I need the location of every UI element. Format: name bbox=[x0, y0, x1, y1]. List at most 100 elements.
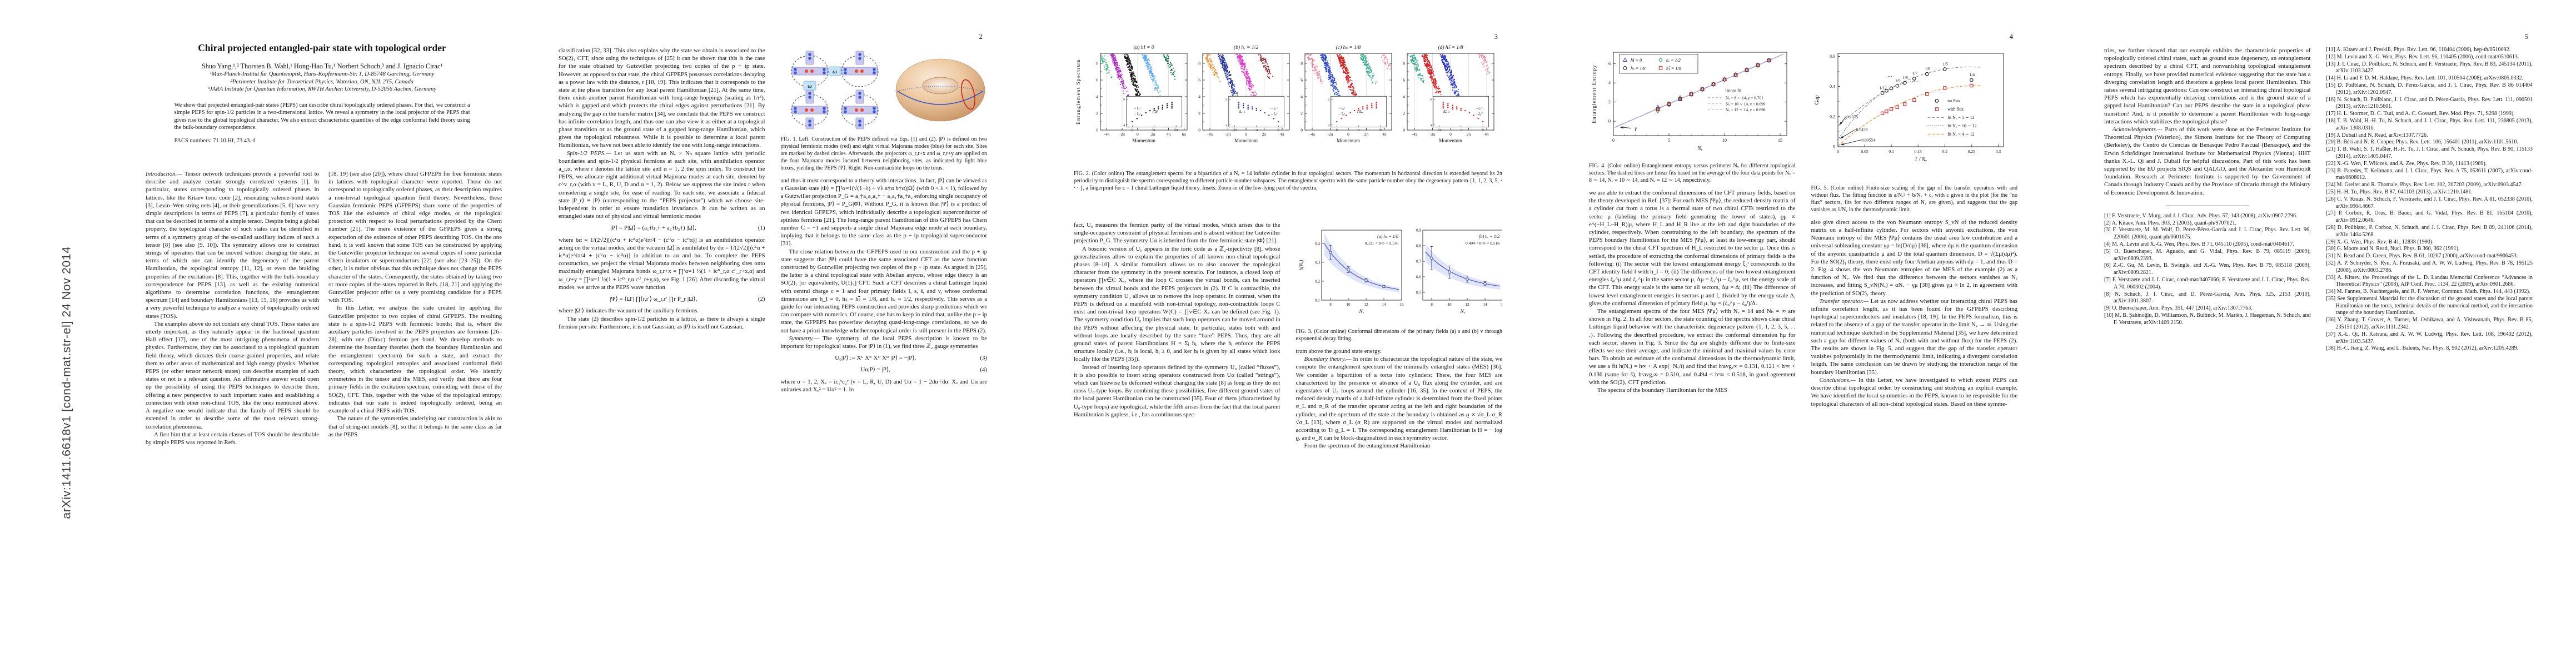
svg-text:4: 4 bbox=[1123, 123, 1125, 127]
svg-text:Nᵥ = 8 ∼ 14, γ = 0.701: Nᵥ = 8 ∼ 14, γ = 0.701 bbox=[1726, 96, 1763, 101]
section-lead: Introduction.— bbox=[146, 171, 182, 177]
reference-item: [38] H.-C. Jiang, Z. Wang, and L. Balent… bbox=[2326, 345, 2519, 352]
svg-text:12: 12 bbox=[1364, 302, 1368, 307]
equation-body: |Ψ⟩ = ⟨Ω′| ∏⟨r,r′⟩ ω_r,r′ ∏r P_r |Ω⟩, bbox=[610, 296, 697, 303]
svg-text:Nᵥ: Nᵥ bbox=[1459, 309, 1465, 315]
svg-text:Momentum: Momentum bbox=[1132, 138, 1155, 143]
svg-text:0: 0 bbox=[1132, 128, 1133, 132]
fig1-torus bbox=[895, 58, 985, 122]
paragraph: Instead of inserting loop operators defi… bbox=[1074, 364, 1280, 419]
svg-text:(a) hI = 0: (a) hI = 0 bbox=[1133, 44, 1154, 51]
svg-text:0.3: 0.3 bbox=[1315, 260, 1320, 265]
reference-item: [19] J. Dubail and N. Read, arXiv:1307.7… bbox=[2326, 132, 2428, 138]
section-lead: Acknowledgments.— bbox=[2112, 126, 2163, 133]
reference-item: [16] N. Schuch, D. Poilblanc, J. I. Cira… bbox=[2326, 96, 2533, 110]
fig1-diagram: ω ω bbox=[791, 51, 985, 130]
svg-text:10: 10 bbox=[1722, 138, 1727, 143]
svg-text:2π: 2π bbox=[1467, 132, 1471, 137]
svg-text:no flux: no flux bbox=[1947, 98, 1960, 103]
svg-text:4: 4 bbox=[1430, 123, 1432, 127]
omega-label: ω bbox=[833, 68, 837, 75]
svg-text:0.2: 0.2 bbox=[1942, 149, 1947, 154]
equation-body: Uα|P⟩ = |P⟩, bbox=[860, 366, 890, 374]
paragraph-text: Instead of inserting loop operators defi… bbox=[1074, 364, 1280, 418]
svg-text:0.05: 0.05 bbox=[1861, 149, 1868, 154]
reference-item: [6] Z.-C. Gu, M. Levin, B. Swingle, and … bbox=[2104, 262, 2311, 276]
svg-text:0.3: 0.3 bbox=[1995, 149, 2001, 154]
paragraph: we are able to extract the conformal dim… bbox=[1589, 189, 1796, 307]
svg-text:– ξ₀ᴵ: – ξ₀ᴵ bbox=[1134, 112, 1141, 116]
svg-text:(b) hᵥ = 1/2: (b) hᵥ = 1/2 bbox=[1478, 234, 1499, 239]
svg-text:– ξ₀ᵛ: – ξ₀ᵛ bbox=[1270, 112, 1278, 116]
reference-item: [30] G. Moore and N. Read, Nucl. Phys. B… bbox=[2326, 246, 2460, 252]
paragraph-text: also give direct access to the von Neuma… bbox=[1811, 218, 2018, 297]
svg-text:4π: 4π bbox=[1484, 132, 1489, 137]
svg-text:16: 16 bbox=[1399, 302, 1404, 307]
reference-item: [37] X.-L. Qi, H. Katsura, and A. W. W. … bbox=[2326, 331, 2533, 345]
svg-text:1/4: 1/4 bbox=[1969, 72, 1975, 77]
page-5-col-2: [11] A. Kitaev and J. Preskill, Phys. Re… bbox=[2326, 47, 2533, 606]
non-contractible-loop-red bbox=[960, 79, 975, 110]
svg-text:Momentum: Momentum bbox=[1337, 138, 1360, 143]
arxiv-stamp: arXiv:1411.6618v1 [cond-mat.str-el] 24 N… bbox=[60, 133, 74, 633]
svg-text:-4π: -4π bbox=[1207, 132, 1213, 137]
fig5-gap-scaling-chart: 1/12 1/9 1/8 1/7 1/6 1/5 1/4 ··· 0 0.2 0.4 0.6 0 0.05… bbox=[1811, 47, 2018, 182]
section-lead: Conclusions.— bbox=[1819, 376, 1856, 384]
reference-item: [3] F. Verstraete, M. M. Wolf, D. Perez-… bbox=[2104, 227, 2311, 241]
svg-text:5: 5 bbox=[1430, 97, 1432, 101]
svg-text:0: 0 bbox=[1833, 145, 1835, 150]
reference-item: [2] A. Kitaev, Ann. Phys. 303, 2 (2003),… bbox=[2104, 220, 2236, 226]
paragraph: Spin-1/2 PEPS.— Let us start with an Nᵥ … bbox=[559, 150, 765, 221]
svg-text:0: 0 bbox=[1347, 132, 1349, 137]
omega-box-x bbox=[828, 66, 841, 76]
svg-text:↕ Δᴵ: ↕ Δᴵ bbox=[1152, 110, 1158, 114]
authors-line: Shuo Yang,¹,² Thorsten B. Wahl,¹ Hong-Ha… bbox=[201, 62, 443, 70]
equation-body: U₀|P⟩ := Xᴸ Xᴿ Xᵁ Xᴰ |P⟩ = −|P⟩, bbox=[835, 355, 916, 362]
svg-text:2π: 2π bbox=[1379, 128, 1383, 132]
svg-text:6: 6 bbox=[1608, 61, 1611, 66]
svg-text:12: 12 bbox=[1465, 302, 1469, 307]
section-lead: Symmetry.— bbox=[789, 335, 819, 342]
svg-text:1/5: 1/5 bbox=[1942, 61, 1948, 66]
equation-2: |Ψ⟩ = ⟨Ω′| ∏⟨r,r′⟩ ω_r,r′ ∏r P_r |Ω⟩, (2) bbox=[559, 295, 765, 303]
equation-number: (2) bbox=[758, 296, 765, 303]
svg-text:5: 5 bbox=[1328, 97, 1329, 101]
paragraph-text: where bα = 1/(2√2)[(cᴸα + icᴿα)e^iπ/4 − … bbox=[559, 236, 765, 291]
svg-text:0.5: 0.5 bbox=[1416, 291, 1421, 295]
paragraph: In this Letter, we analyze the state cre… bbox=[328, 304, 502, 415]
page-3-col-2: h(Nᵥ) 0.1 0.2 0.3 0.4 8 10 12 14 16 Nᵥ (a) hₛ = 1/8… bbox=[1296, 221, 1503, 606]
svg-text:(b) hᵥ = 1/2: (b) hᵥ = 1/2 bbox=[1234, 44, 1258, 51]
paragraph-text: In order to characterize the topological… bbox=[1296, 356, 1503, 442]
figure-2: Entanglement Spectrum (a) hI = 0 0 2 4 6 8 -4π -… bbox=[1074, 43, 1502, 192]
svg-text:1/6: 1/6 bbox=[1925, 66, 1930, 71]
svg-text:1/8: 1/8 bbox=[1902, 75, 1908, 80]
svg-text:8: 8 bbox=[1431, 302, 1433, 307]
svg-text:γ: γ bbox=[1635, 126, 1637, 132]
svg-text:0.1: 0.1 bbox=[1315, 298, 1320, 303]
svg-text:2π: 2π bbox=[1262, 132, 1267, 137]
svg-text:2π: 2π bbox=[1364, 132, 1369, 137]
page-3: 3 Entanglement Spectrum (a) hI = 0 0 2 4 6 8 -4… bbox=[1030, 0, 1546, 667]
arxiv-stamp-text: arXiv:1411.6618v1 [cond-mat.str-el] 24 N… bbox=[59, 246, 73, 519]
paragraph: tries, we further showed that our exampl… bbox=[2104, 47, 2311, 126]
paragraph: classification [32, 33]. This also expla… bbox=[559, 47, 765, 150]
svg-text:0: 0 bbox=[1403, 128, 1405, 133]
svg-text:0: 0 bbox=[1278, 128, 1279, 132]
paragraph: The nature of the symmetries underlying … bbox=[328, 415, 502, 439]
svg-text:0: 0 bbox=[1612, 138, 1615, 143]
paragraph-text: Let us start with an Nᵥ × Nₕ square latt… bbox=[559, 150, 765, 220]
reference-item: [13] J. I. Cirac, D. Poilblanc, N. Schuc… bbox=[2326, 61, 2533, 74]
reference-item: [22] X.-G. Wen, F. Wilczek, and A. Zee, … bbox=[2326, 160, 2487, 167]
svg-text:Entanglement Entropy: Entanglement Entropy bbox=[1592, 64, 1597, 123]
paragraph: Transfer operator.— Let us now address w… bbox=[1811, 297, 2018, 376]
paragraph-text: Tensor network techniques provide a powe… bbox=[146, 171, 319, 320]
svg-text:8: 8 bbox=[1301, 61, 1303, 66]
svg-text:-π: -π bbox=[1255, 128, 1258, 132]
svg-text:0.121 < hˢ∞ < 0.136: 0.121 < hˢ∞ < 0.136 bbox=[1364, 241, 1398, 246]
fig3-conformal-dimensions-chart: h(Nᵥ) 0.1 0.2 0.3 0.4 8 10 12 14 16 Nᵥ (a) hₛ = 1/8… bbox=[1296, 221, 1502, 326]
svg-text:0.2: 0.2 bbox=[1830, 114, 1835, 119]
paragraph-text: A first hint that at least certain class… bbox=[146, 431, 319, 446]
page-2: 2 classification [32, 33]. This also exp… bbox=[515, 0, 1030, 667]
svg-text:π: π bbox=[1153, 128, 1155, 132]
